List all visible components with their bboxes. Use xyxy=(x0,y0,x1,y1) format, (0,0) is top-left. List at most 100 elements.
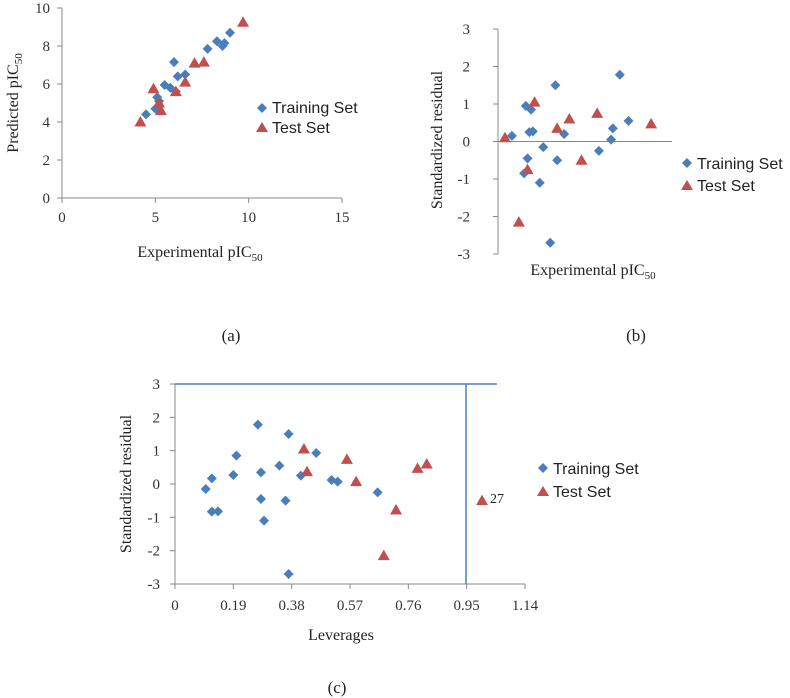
test-point xyxy=(188,57,201,68)
training-point xyxy=(545,237,556,248)
test-point xyxy=(134,116,147,127)
training-point xyxy=(231,450,242,461)
test-point xyxy=(297,443,310,454)
training-point xyxy=(225,27,235,38)
training-point xyxy=(311,448,322,458)
y-tick-label: 2 xyxy=(43,153,51,169)
panel-c-y-axis-title: Standardized residual xyxy=(118,414,135,553)
training-point xyxy=(180,69,191,80)
training-point xyxy=(593,145,604,156)
x-tick-label: 0.57 xyxy=(337,598,364,614)
training-point xyxy=(280,495,291,506)
test-point xyxy=(476,494,489,506)
test-point xyxy=(153,97,166,108)
y-tick-label: 2 xyxy=(153,410,161,426)
x-tick-label: 5 xyxy=(152,210,160,226)
legend-test-label: Test Set xyxy=(553,484,611,501)
legend-test-marker xyxy=(256,122,268,132)
training-point xyxy=(219,38,230,49)
test-point xyxy=(528,96,541,107)
test-point xyxy=(179,76,192,87)
legend-training-label: Training Set xyxy=(553,461,639,478)
training-point xyxy=(228,470,239,480)
training-point xyxy=(538,142,549,153)
x-tick-label: 1.14 xyxy=(512,598,539,614)
x-tick-label: 0.19 xyxy=(220,598,246,614)
panel-c-x-axis-title: Leverages xyxy=(308,627,374,644)
y-tick-label: 3 xyxy=(153,377,161,393)
training-point xyxy=(283,429,294,439)
x-tick-label: 0 xyxy=(171,598,179,614)
panel-b-y-axis-title: Standardized residual xyxy=(429,70,446,209)
training-point xyxy=(202,43,213,54)
y-tick-label: -3 xyxy=(148,577,161,593)
test-point xyxy=(237,16,250,27)
panel-a-x-axis-title: Experimental pIC50 xyxy=(137,244,263,264)
panel-c: -3 -2 -1 0 1 2 3 0 0.19 0.38 0.57 0.76 0.95 1.14 27 S… xyxy=(118,377,639,697)
x-tick-label: 0 xyxy=(58,210,66,226)
training-point xyxy=(607,123,618,134)
y-tick-label: -1 xyxy=(458,172,471,188)
training-point xyxy=(552,155,563,166)
training-point xyxy=(255,467,266,478)
test-point xyxy=(390,504,403,515)
legend-training-marker xyxy=(682,158,692,168)
test-point xyxy=(591,107,604,118)
test-point xyxy=(521,163,534,175)
legend-training-label: Training Set xyxy=(697,156,783,173)
y-tick-label: 0 xyxy=(463,135,471,151)
x-tick-label: 0.95 xyxy=(454,598,480,614)
legend-test-marker xyxy=(681,180,693,190)
y-tick-label: -2 xyxy=(148,544,161,560)
training-point xyxy=(522,153,533,164)
test-point xyxy=(512,216,525,227)
test-point xyxy=(147,82,160,94)
panel-c-caption: (c) xyxy=(328,678,347,697)
panel-a: 0 2 4 6 8 10 0 5 10 15 Predicted pIC50 Experiment… xyxy=(5,1,358,345)
test-point xyxy=(563,113,576,124)
training-point xyxy=(212,506,223,517)
training-point xyxy=(606,134,617,145)
x-tick-label: 15 xyxy=(335,210,350,226)
training-point xyxy=(211,36,222,47)
y-tick-label: 0 xyxy=(153,477,161,493)
training-point xyxy=(259,515,270,526)
outlier-27-label: 27 xyxy=(490,492,504,507)
test-point xyxy=(169,85,182,97)
training-point xyxy=(172,71,183,82)
legend-training-marker xyxy=(257,103,267,113)
y-tick-label: 10 xyxy=(35,1,50,17)
training-point xyxy=(614,69,625,80)
test-point xyxy=(575,154,588,165)
test-point xyxy=(340,453,353,464)
x-tick-label: 10 xyxy=(241,210,256,226)
panel-b: -3 -2 -1 0 1 2 3 Standardized residual Experim… xyxy=(429,22,783,345)
test-point xyxy=(197,56,210,67)
training-point xyxy=(283,569,294,579)
training-point xyxy=(206,506,217,517)
test-point xyxy=(377,549,390,561)
legend-training-marker xyxy=(538,463,548,473)
y-tick-label: 3 xyxy=(463,22,471,38)
training-point xyxy=(141,109,151,120)
legend-test-label: Test Set xyxy=(272,120,330,137)
y-tick-label: 0 xyxy=(43,191,51,207)
panel-a-legend: Training Set Test Set xyxy=(256,100,358,137)
test-point xyxy=(411,462,424,473)
test-point xyxy=(498,131,511,143)
test-point xyxy=(420,458,433,469)
training-point xyxy=(623,115,634,126)
panel-b-x-axis-title: Experimental pIC50 xyxy=(530,262,656,282)
training-point xyxy=(200,484,211,494)
training-point xyxy=(206,473,217,484)
y-tick-label: 2 xyxy=(463,60,471,76)
y-tick-label: -3 xyxy=(458,247,471,263)
legend-test-marker xyxy=(537,486,549,496)
legend-training-label: Training Set xyxy=(272,100,358,117)
y-tick-label: 1 xyxy=(153,444,161,460)
training-point xyxy=(550,80,561,91)
y-tick-label: 4 xyxy=(43,115,51,131)
training-point xyxy=(255,494,266,504)
training-point xyxy=(169,57,179,68)
